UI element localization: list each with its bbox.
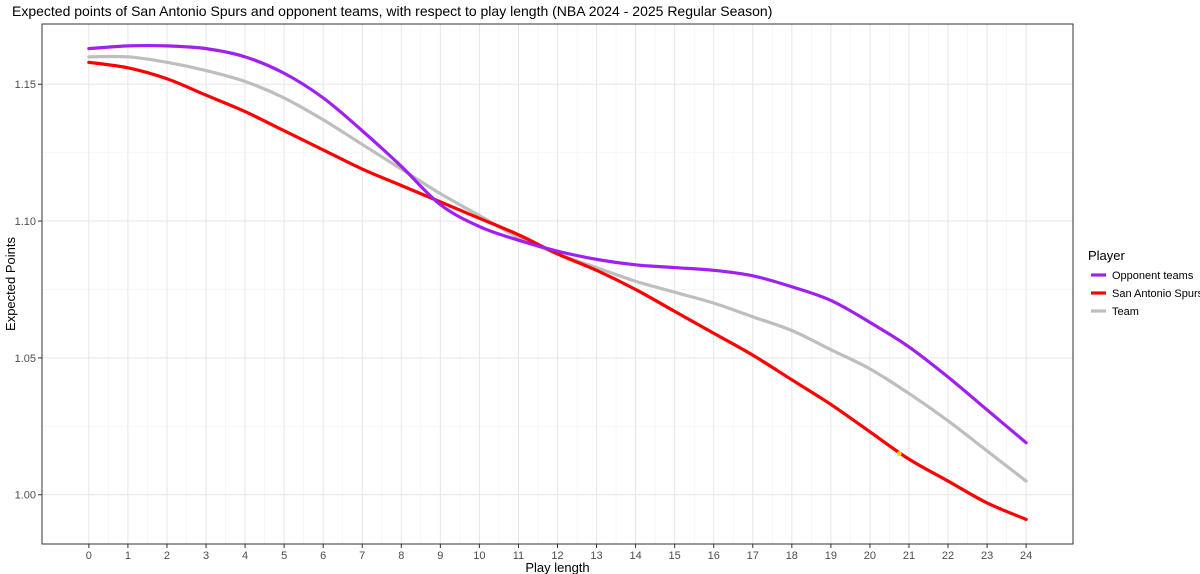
y-tick-label: 1.15 bbox=[15, 79, 36, 91]
x-tick-label: 1 bbox=[125, 550, 131, 562]
x-tick-label: 11 bbox=[513, 550, 524, 562]
legend-label: Team bbox=[1112, 306, 1139, 318]
x-tick-label: 23 bbox=[981, 550, 993, 562]
x-tick-label: 19 bbox=[825, 550, 837, 562]
x-tick-label: 21 bbox=[903, 550, 915, 562]
x-tick-label: 24 bbox=[1020, 550, 1032, 562]
legend-label: San Antonio Spurs bbox=[1112, 288, 1200, 300]
chart-title: Expected points of San Antonio Spurs and… bbox=[12, 3, 773, 19]
x-tick-label: 17 bbox=[747, 550, 759, 562]
x-tick-label: 15 bbox=[669, 550, 681, 562]
x-tick-label: 8 bbox=[398, 550, 404, 562]
series-lines bbox=[87, 43, 1028, 521]
annotations bbox=[896, 451, 902, 457]
x-tick-label: 6 bbox=[320, 550, 326, 562]
y-tick-label: 1.05 bbox=[15, 353, 36, 365]
x-tick-label: 16 bbox=[708, 550, 720, 562]
x-tick-label: 20 bbox=[864, 550, 876, 562]
x-tick-label: 0 bbox=[86, 550, 92, 562]
y-tick-label: 1.00 bbox=[15, 490, 36, 502]
x-tick-label: 9 bbox=[437, 550, 443, 562]
legend: Player Opponent teams San Antonio Spurs Te… bbox=[1088, 248, 1200, 318]
annotation-point bbox=[896, 451, 902, 457]
x-tick-label: 10 bbox=[473, 550, 485, 562]
x-tick-label: 22 bbox=[942, 550, 954, 562]
x-tick-label: 2 bbox=[164, 550, 170, 562]
axes: 0 1 2 3 4 5 6 7 8 9 10 11 12 13 14 15 16 17 18 19 20 21 22 23 24… bbox=[15, 79, 1033, 562]
x-tick-label: 13 bbox=[590, 550, 602, 562]
series-line-opponent-teams bbox=[87, 43, 1028, 445]
x-tick-label: 7 bbox=[359, 550, 365, 562]
x-tick-label: 12 bbox=[551, 550, 563, 562]
x-axis-title: Play length bbox=[525, 560, 589, 574]
y-axis-title: Expected Points bbox=[3, 237, 18, 331]
legend-label: Opponent teams bbox=[1112, 270, 1194, 282]
y-tick-label: 1.10 bbox=[15, 216, 36, 228]
x-tick-label: 18 bbox=[786, 550, 798, 562]
x-tick-label: 3 bbox=[203, 550, 209, 562]
x-tick-label: 5 bbox=[281, 550, 287, 562]
x-tick-label: 4 bbox=[242, 550, 248, 562]
legend-title: Player bbox=[1088, 248, 1126, 263]
x-tick-label: 14 bbox=[629, 550, 641, 562]
series-line-san-antonio-spurs bbox=[87, 60, 1028, 521]
